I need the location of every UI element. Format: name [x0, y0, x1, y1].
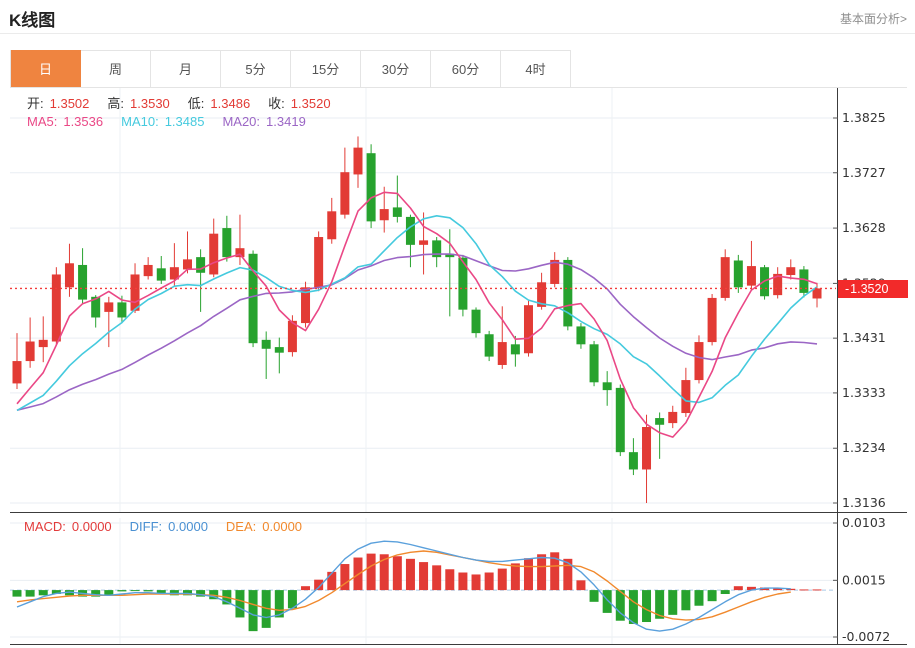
legend-value: 1.3485	[164, 114, 205, 129]
tab-60分[interactable]: 60分	[431, 50, 501, 87]
ohlc-legend: 开: 1.3502 高: 1.3530 低: 1.3486 收: 1.3520	[27, 93, 349, 112]
legend-value: 1.3520	[290, 96, 331, 111]
tab-4时[interactable]: 4时	[501, 50, 571, 87]
tab-5分[interactable]: 5分	[221, 50, 291, 87]
axis-tick-label: 1.3727	[842, 165, 886, 180]
legend-label: DEA:	[225, 519, 257, 534]
legend-label: MA10:	[121, 114, 159, 129]
axis-tick-label: 1.3234	[842, 440, 886, 455]
tabs-bottom-border	[10, 87, 907, 88]
legend-value: 0.0000	[168, 519, 208, 534]
tab-30分[interactable]: 30分	[361, 50, 431, 87]
axis-tick-label: -0.0072	[842, 629, 890, 644]
tab-周[interactable]: 周	[81, 50, 151, 87]
legend-label: MA5:	[27, 114, 58, 129]
legend-label: MACD:	[24, 519, 66, 534]
legend-label: 低:	[187, 96, 205, 111]
fundamental-analysis-link[interactable]: 基本面分析>	[839, 12, 907, 26]
axis-tick-label: 1.3431	[842, 330, 886, 345]
legend-label: MA20:	[222, 114, 261, 129]
legend-value: 1.3486	[210, 96, 251, 111]
ma-legend: MA5: 1.3536 MA10: 1.3485 MA20: 1.3419	[27, 114, 324, 129]
legend-value: 0.0000	[71, 519, 112, 534]
current-price-tag: 1.3520	[838, 280, 908, 298]
period-tabs: 日周月 5分 15分 30分 60分 4时	[10, 50, 571, 87]
legend-value: 1.3536	[63, 114, 104, 129]
legend-value: 0.0000	[262, 519, 303, 534]
axis-tick-label: 0.0015	[842, 572, 886, 587]
legend-value: 1.3502	[49, 96, 90, 111]
legend-label: 收:	[268, 96, 285, 111]
tab-日[interactable]: 日	[11, 50, 81, 87]
legend-label: 开:	[27, 96, 44, 111]
page-title: K线图	[9, 11, 56, 30]
axis-tick-label: 1.3333	[842, 385, 886, 400]
axis-tick-label: 1.3136	[842, 495, 886, 510]
tab-15分[interactable]: 15分	[291, 50, 361, 87]
axis-tick-label: 0.0103	[842, 515, 886, 530]
legend-label: 高:	[107, 96, 125, 111]
legend-value: 1.3530	[130, 96, 170, 111]
title-divider	[0, 33, 915, 34]
legend-label: DIFF:	[129, 519, 163, 534]
macd-legend: MACD: 0.0000 DIFF: 0.0000 DEA: 0.0000	[24, 519, 320, 534]
legend-value: 1.3419	[266, 114, 306, 129]
tab-月[interactable]: 月	[151, 50, 221, 87]
axis-tick-label: 1.3628	[842, 220, 886, 235]
axis-tick-label: 1.3825	[842, 110, 886, 125]
